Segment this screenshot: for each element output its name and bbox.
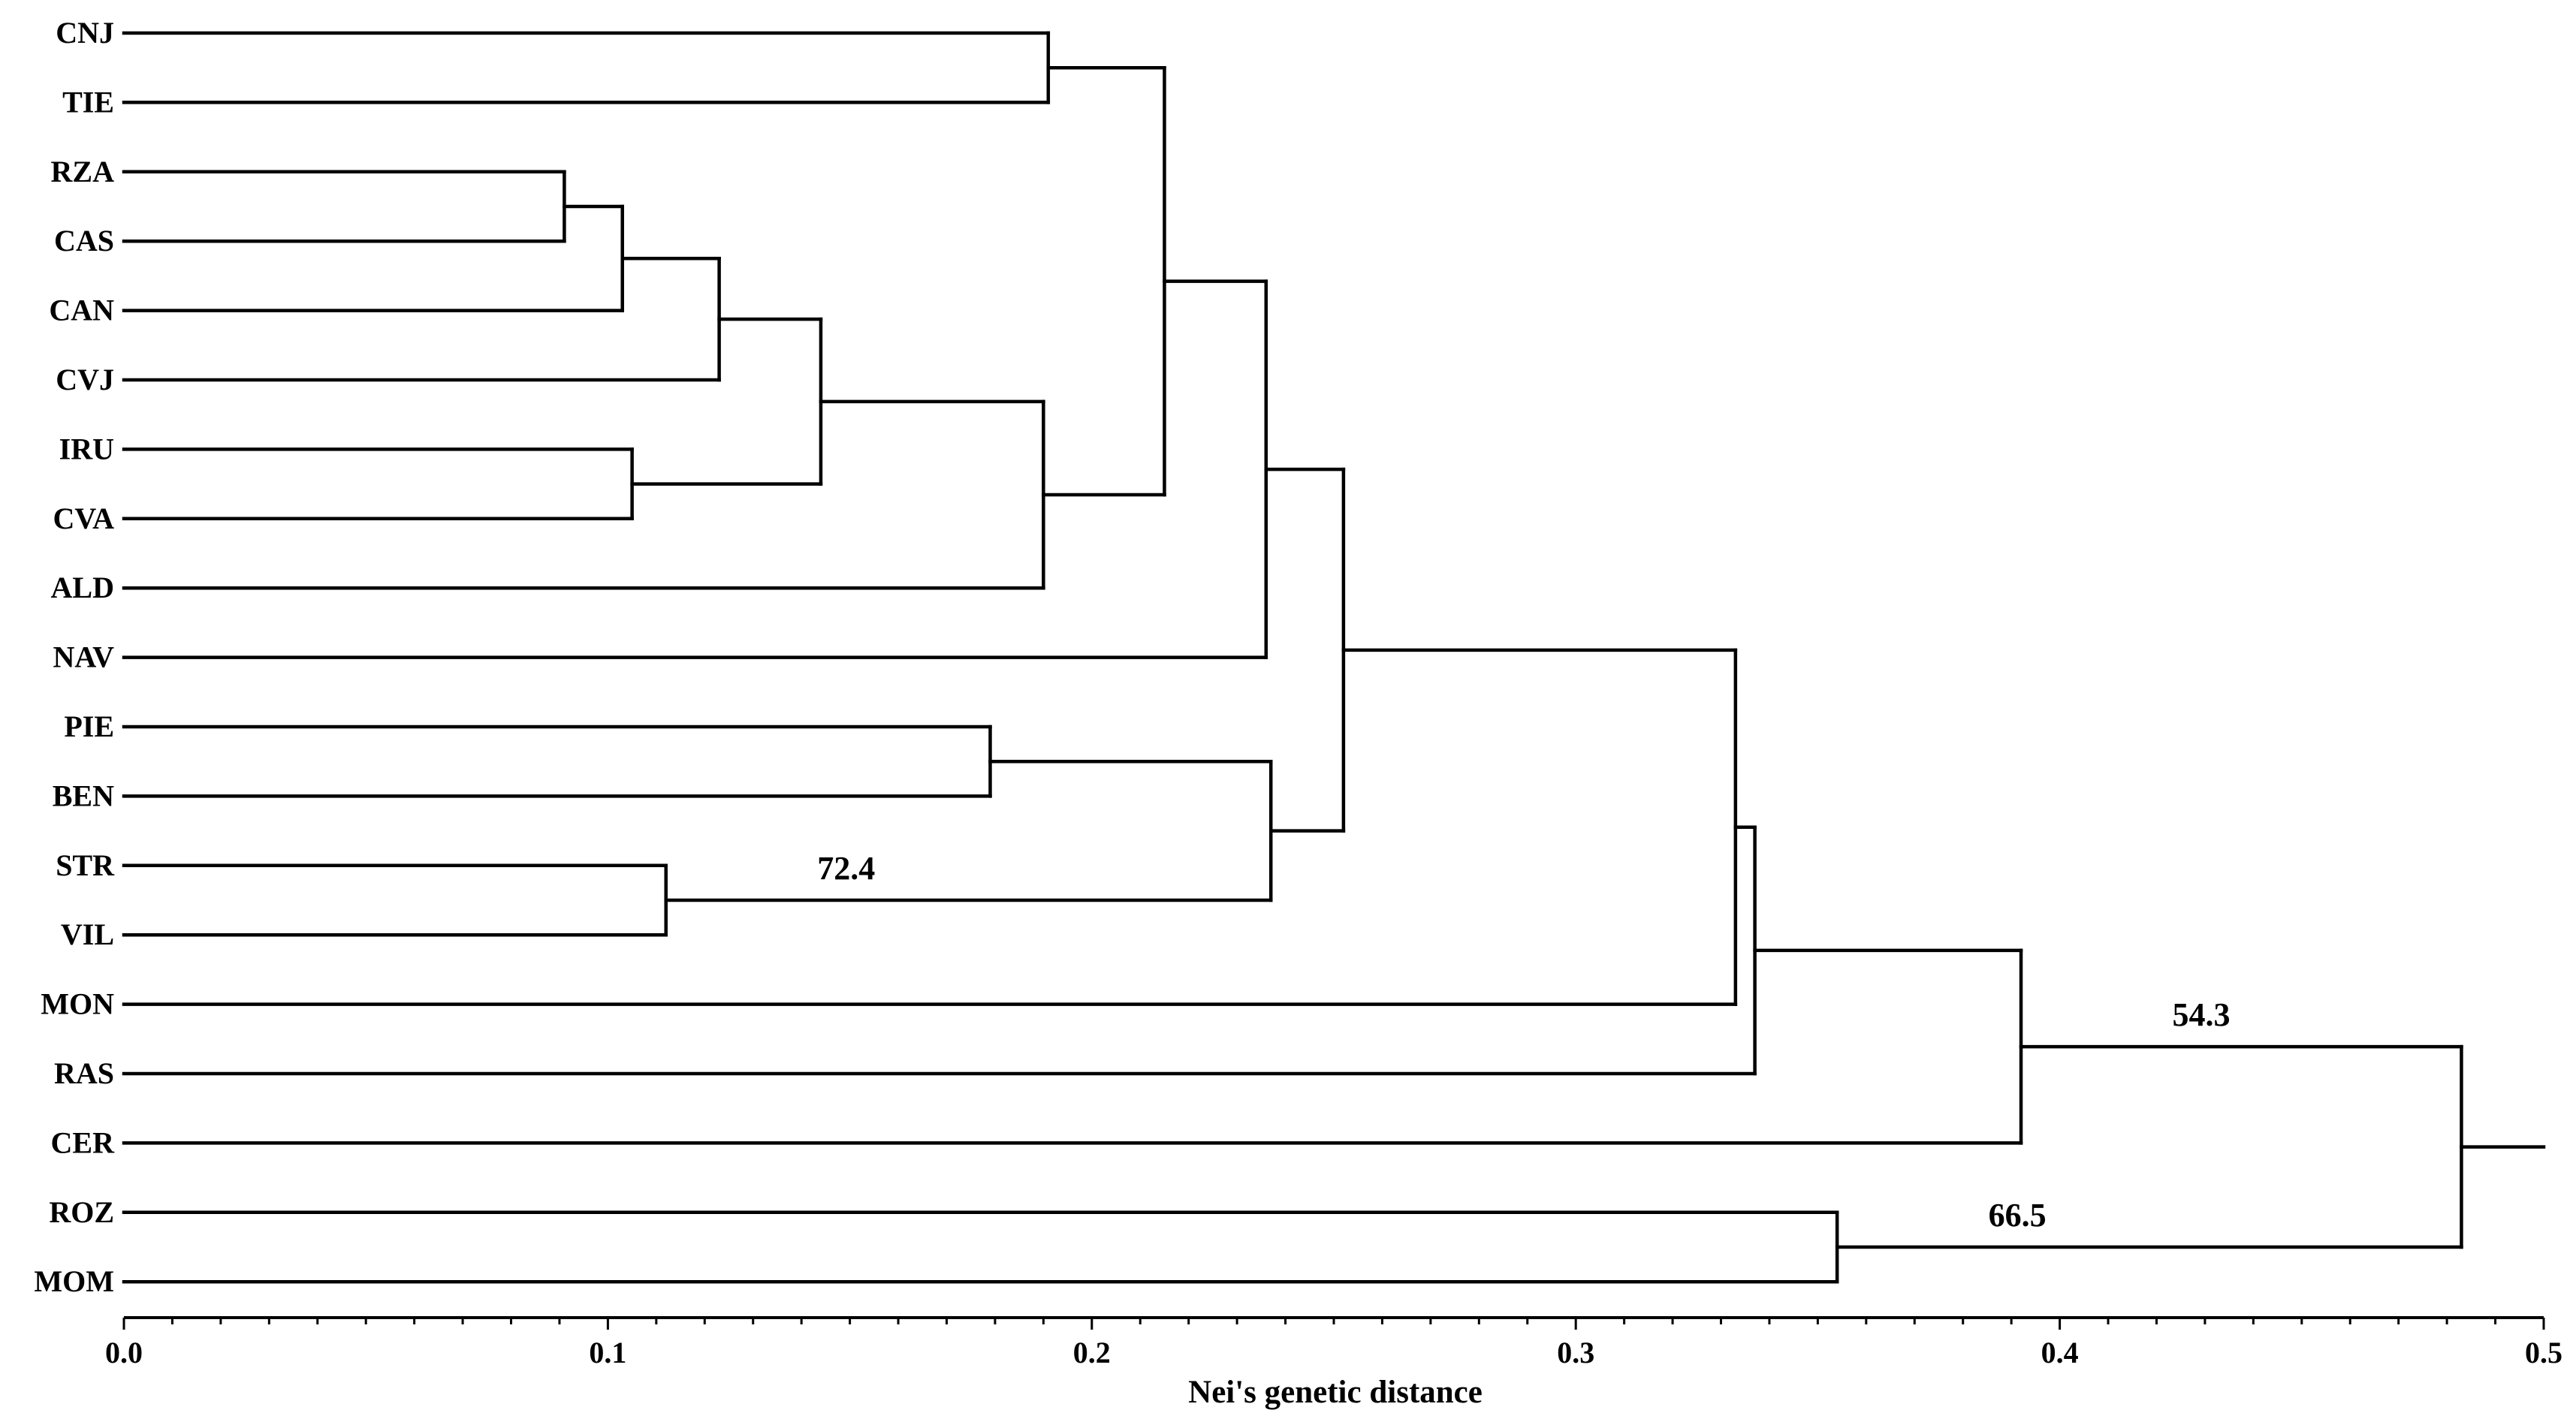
leaf-label-cnj: CNJ xyxy=(56,16,114,50)
leaf-label-nav: NAV xyxy=(53,640,114,674)
leaf-label-can: CAN xyxy=(49,294,114,327)
bootstrap-labels-group: 72.4 54.3 66.5 xyxy=(817,850,2230,1234)
leaf-label-ald: ALD xyxy=(51,571,114,604)
bootstrap-label-n17: 66.5 xyxy=(1989,1197,2047,1234)
leaf-label-roz: ROZ xyxy=(49,1195,114,1229)
branches-group xyxy=(122,31,2546,1284)
leaf-label-vil: VIL xyxy=(61,917,114,951)
leaf-label-pie: PIE xyxy=(64,709,114,743)
tick-label-0.5: 0.5 xyxy=(2525,1336,2562,1369)
tick-label-0.3: 0.3 xyxy=(1557,1336,1594,1369)
tick-label-0.1: 0.1 xyxy=(589,1336,626,1369)
x-axis-title: Nei's genetic distance xyxy=(1188,1375,1483,1410)
leaf-label-tie: TIE xyxy=(62,85,114,119)
tick-label-0.2: 0.2 xyxy=(1073,1336,1111,1369)
leaf-label-cvj: CVJ xyxy=(56,363,114,396)
tick-label-0.0: 0.0 xyxy=(105,1336,143,1369)
leaf-label-cva: CVA xyxy=(53,502,114,535)
leaf-label-ben: BEN xyxy=(53,779,114,812)
leaf-label-str: STR xyxy=(56,848,115,882)
leaf-labels-group: CNJ TIE RZA CAS CAN CVJ IRU CVA ALD NAV PIE BEN STR V… xyxy=(34,16,115,1298)
leaf-label-mon: MON xyxy=(41,987,114,1021)
leaf-label-mom: MOM xyxy=(34,1264,114,1298)
leaf-label-rza: RZA xyxy=(51,155,115,188)
x-axis: 0.0 0.1 0.2 0.3 0.4 0.5 xyxy=(105,1316,2562,1369)
leaf-label-cas: CAS xyxy=(54,224,114,258)
leaf-label-iru: IRU xyxy=(59,432,114,465)
tick-label-0.4: 0.4 xyxy=(2041,1336,2079,1369)
bootstrap-label-n11: 72.4 xyxy=(817,850,875,887)
leaf-label-ras: RAS xyxy=(54,1056,114,1090)
bootstrap-label-n16: 54.3 xyxy=(2173,996,2231,1033)
leaf-label-cer: CER xyxy=(51,1125,116,1159)
